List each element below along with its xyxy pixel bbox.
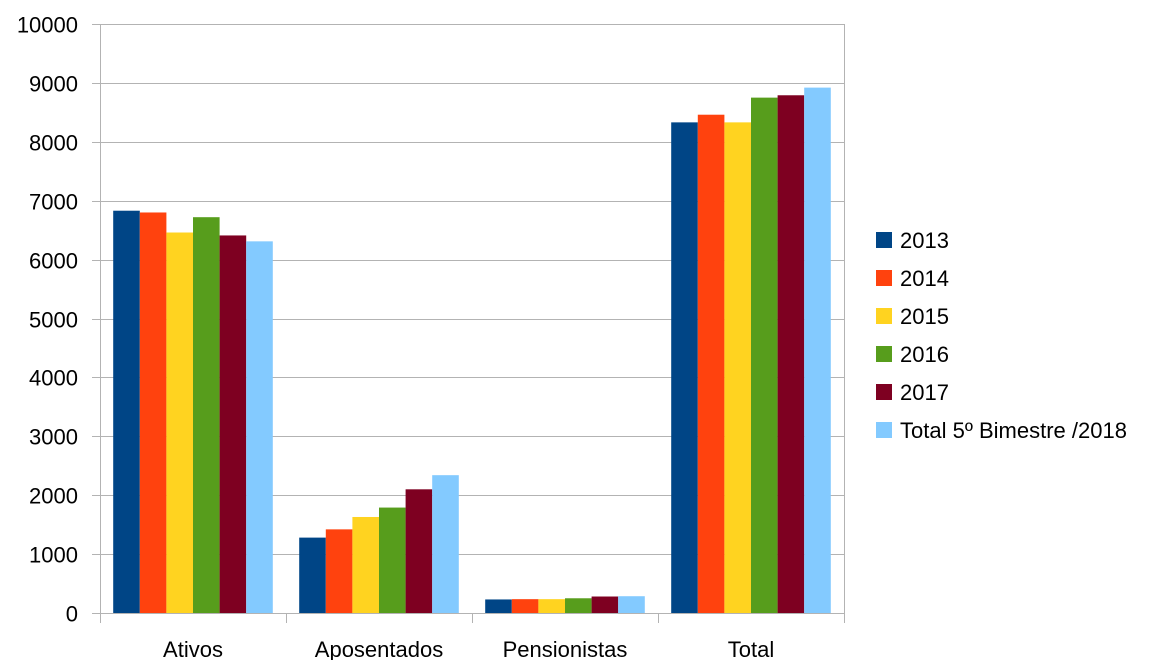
y-tick-label: 6000 <box>29 249 78 274</box>
legend-swatch <box>876 232 892 248</box>
category-label: Ativos <box>163 637 223 660</box>
y-tick-label: 1000 <box>29 543 78 568</box>
bar-2017-total <box>777 95 805 613</box>
bar-2017-aposentados <box>405 489 433 613</box>
y-tick-label: 8000 <box>29 131 78 156</box>
y-tick-label: 10000 <box>17 13 78 38</box>
category-label: Aposentados <box>315 637 443 660</box>
legend-label: 2016 <box>900 342 949 367</box>
bar-total-5-bimestre-2018-total <box>804 87 831 614</box>
bar-2013-ativos <box>113 210 140 613</box>
y-tick-label: 4000 <box>29 366 78 391</box>
bar-2015-total <box>724 122 751 614</box>
legend-swatch <box>876 422 892 438</box>
y-tick-labels: 0 1000 2000 3000 4000 5000 6000 7000 8000 9000 100… <box>17 13 78 627</box>
bar-total-5-bimestre-2018-pensionistas <box>618 596 645 613</box>
legend-label: 2017 <box>900 380 949 405</box>
bar-2014-aposentados <box>325 529 353 613</box>
legend-swatch <box>876 308 892 324</box>
bar-2015-pensionistas <box>538 599 565 613</box>
y-tick-label: 9000 <box>29 72 78 97</box>
legend-swatch <box>876 270 892 286</box>
legend-label: 2013 <box>900 228 949 253</box>
y-tick-label: 3000 <box>29 425 78 450</box>
legend-label: 2014 <box>900 266 949 291</box>
category-label: Pensionistas <box>503 637 628 660</box>
bar-2017-pensionistas <box>591 596 619 613</box>
bar-2016-aposentados <box>379 507 406 613</box>
y-tick-label: 0 <box>66 602 78 627</box>
axes <box>92 24 845 623</box>
bar-2013-aposentados <box>299 537 326 613</box>
bar-2013-pensionistas <box>485 599 512 613</box>
bar-2014-pensionistas <box>511 599 539 613</box>
bar-2014-total <box>697 114 725 614</box>
category-labels: Ativos Aposentados Pensionistas Total <box>163 637 774 660</box>
bar-series <box>113 87 831 614</box>
y-tick-label: 5000 <box>29 308 78 333</box>
legend: 2013 2014 2015 2016 2017 Total 5º Bimestre /2… <box>876 228 1127 443</box>
legend-label: Total 5º Bimestre /2018 <box>900 418 1127 443</box>
bar-2016-pensionistas <box>565 598 592 613</box>
bar-2016-total <box>751 97 778 614</box>
bar-2013-total <box>671 122 698 614</box>
category-label: Total <box>728 637 774 660</box>
bar-2015-ativos <box>166 232 193 613</box>
legend-label: 2015 <box>900 304 949 329</box>
legend-swatch <box>876 346 892 362</box>
bar-total-5-bimestre-2018-aposentados <box>432 475 459 613</box>
legend-swatch <box>876 384 892 400</box>
y-tick-label: 7000 <box>29 190 78 215</box>
bar-total-5-bimestre-2018-ativos <box>246 241 273 613</box>
y-tick-label: 2000 <box>29 484 78 509</box>
bar-2016-ativos <box>193 217 220 613</box>
bar-2015-aposentados <box>352 516 379 613</box>
bar-2014-ativos <box>139 212 167 614</box>
bar-2017-ativos <box>219 235 247 613</box>
